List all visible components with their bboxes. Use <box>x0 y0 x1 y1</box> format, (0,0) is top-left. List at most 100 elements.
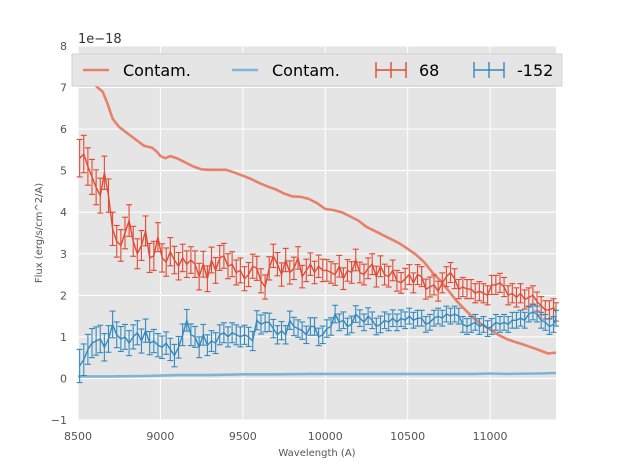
error-bar <box>286 260 293 285</box>
legend-label: Contam. <box>272 61 340 80</box>
error-bar <box>344 317 351 336</box>
error-bar <box>459 276 466 298</box>
error-bar <box>381 263 388 286</box>
error-bar <box>348 315 355 334</box>
error-bar <box>426 276 433 298</box>
error-bar <box>513 287 520 308</box>
error-bar <box>418 266 425 288</box>
error-bar <box>385 265 392 288</box>
legend-item-1: Contam. <box>232 61 340 80</box>
error-bar <box>84 147 91 186</box>
error-bar <box>398 309 405 328</box>
error-bar <box>389 259 396 282</box>
error-bar <box>422 315 429 333</box>
error-bar <box>134 320 141 346</box>
error-bar <box>171 343 178 368</box>
x-tick-label: 10000 <box>308 430 343 443</box>
error-bar <box>163 247 170 277</box>
legend-label: -152 <box>517 61 553 80</box>
error-bar <box>332 304 339 324</box>
legend-label: Contam. <box>123 61 191 80</box>
error-bar <box>373 265 380 288</box>
error-bar <box>163 331 170 355</box>
error-bar <box>365 257 372 280</box>
error-bar <box>159 335 166 360</box>
error-bar <box>237 257 244 284</box>
y-tick-label: −1 <box>51 414 67 427</box>
x-tick-label: 9500 <box>229 430 257 443</box>
error-bar <box>352 305 359 323</box>
error-bar <box>365 307 372 325</box>
y-tick-label: 1 <box>60 331 67 344</box>
error-bar <box>154 222 161 253</box>
error-bar <box>89 158 96 195</box>
error-bar <box>134 238 141 270</box>
error-bar <box>204 265 211 293</box>
error-bar <box>249 253 256 279</box>
error-bar <box>377 255 384 278</box>
error-bar <box>505 285 512 306</box>
error-bar <box>315 254 322 279</box>
error-bar <box>290 256 297 281</box>
error-bar <box>109 310 116 339</box>
error-bar <box>389 309 396 328</box>
error-bar <box>553 309 559 327</box>
error-bar <box>393 313 400 332</box>
error-bar <box>410 311 417 329</box>
error-bar <box>340 267 347 291</box>
error-bar <box>311 260 318 285</box>
error-bar <box>187 246 194 274</box>
error-bar <box>501 276 508 298</box>
legend: Contam. Contam. 68 -152 <box>71 53 563 87</box>
error-bar <box>447 307 454 325</box>
error-bar <box>352 248 359 272</box>
error-bar <box>546 318 553 335</box>
error-bar <box>105 325 112 353</box>
error-bar <box>517 309 524 327</box>
error-bar <box>356 261 363 284</box>
error-bar <box>101 333 108 362</box>
error-bar <box>286 310 293 330</box>
error-bar <box>360 263 367 286</box>
legend-label: 68 <box>419 61 439 80</box>
error-bar <box>84 333 91 365</box>
error-bar <box>121 216 128 250</box>
error-bar <box>257 268 264 294</box>
error-bar <box>398 271 405 294</box>
error-bar <box>208 330 215 352</box>
error-bar <box>328 261 335 284</box>
error-bar <box>303 325 310 345</box>
error-bar <box>192 325 199 348</box>
error-bar <box>307 252 314 276</box>
error-bar <box>505 315 512 333</box>
error-bar <box>101 155 108 190</box>
error-bar <box>175 251 182 281</box>
error-bar <box>167 337 174 362</box>
y-tick-label: 4 <box>60 206 67 219</box>
y-tick-label: 2 <box>60 289 67 302</box>
error-bar <box>138 328 145 354</box>
error-bar <box>229 322 236 344</box>
error-bar <box>229 251 236 278</box>
error-bar <box>171 245 178 275</box>
error-bar <box>534 305 541 323</box>
error-bar <box>509 283 516 304</box>
error-bar <box>183 250 190 279</box>
error-bar <box>406 264 413 286</box>
series-0 <box>78 67 556 355</box>
error-bar <box>476 318 483 335</box>
error-bar <box>290 316 297 337</box>
error-bar <box>241 324 248 345</box>
error-bar <box>117 229 124 262</box>
error-bar <box>212 256 219 284</box>
x-axis-label: Wavelength (A) <box>278 448 355 459</box>
y-tick-label: 6 <box>60 123 67 136</box>
error-bar <box>146 242 153 274</box>
error-bar <box>270 318 277 339</box>
legend-swatch <box>473 62 505 78</box>
error-bar <box>484 320 491 338</box>
error-bar <box>274 325 281 345</box>
error-bar <box>459 315 466 333</box>
legend-item-3: -152 <box>473 61 553 80</box>
error-bar <box>344 259 351 282</box>
